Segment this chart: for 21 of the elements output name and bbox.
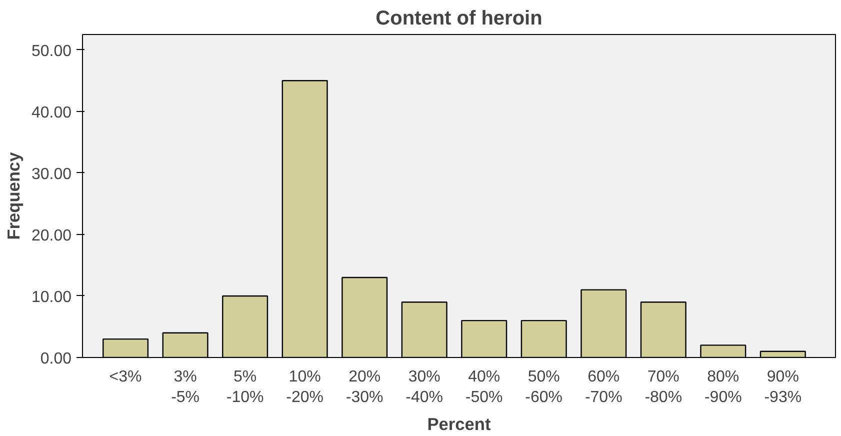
x-tick-label: 40% -50% bbox=[465, 368, 503, 406]
x-axis-title: Percent bbox=[427, 414, 492, 434]
x-tick-label: 30% -40% bbox=[406, 368, 444, 406]
chart-title: Content of heroin bbox=[376, 8, 542, 30]
x-tick-label: 3% -5% bbox=[171, 368, 200, 406]
y-tick-label: 30.00 bbox=[31, 166, 72, 183]
y-tick-label: 10.00 bbox=[31, 288, 72, 306]
x-tick-label: 5% -10% bbox=[226, 368, 264, 406]
x-tick-label: 90% -93% bbox=[764, 368, 802, 406]
x-tick-label: 20% -30% bbox=[346, 368, 384, 406]
x-tick-label: 80% -90% bbox=[704, 368, 742, 406]
y-axis-title: Frequency bbox=[3, 152, 24, 240]
y-tick-label: 20.00 bbox=[31, 227, 72, 244]
x-tick-label: <3% bbox=[109, 368, 142, 386]
x-tick-label: 10% -20% bbox=[286, 368, 324, 406]
x-tick-label: 60% -70% bbox=[584, 368, 622, 406]
y-tick-label: 0.00 bbox=[40, 350, 72, 368]
x-tick-label: 50% -60% bbox=[525, 368, 563, 406]
y-tick-label: 50.00 bbox=[31, 42, 72, 60]
y-tick-label: 40.00 bbox=[31, 104, 72, 122]
x-tick-label: 70% -80% bbox=[644, 368, 682, 406]
